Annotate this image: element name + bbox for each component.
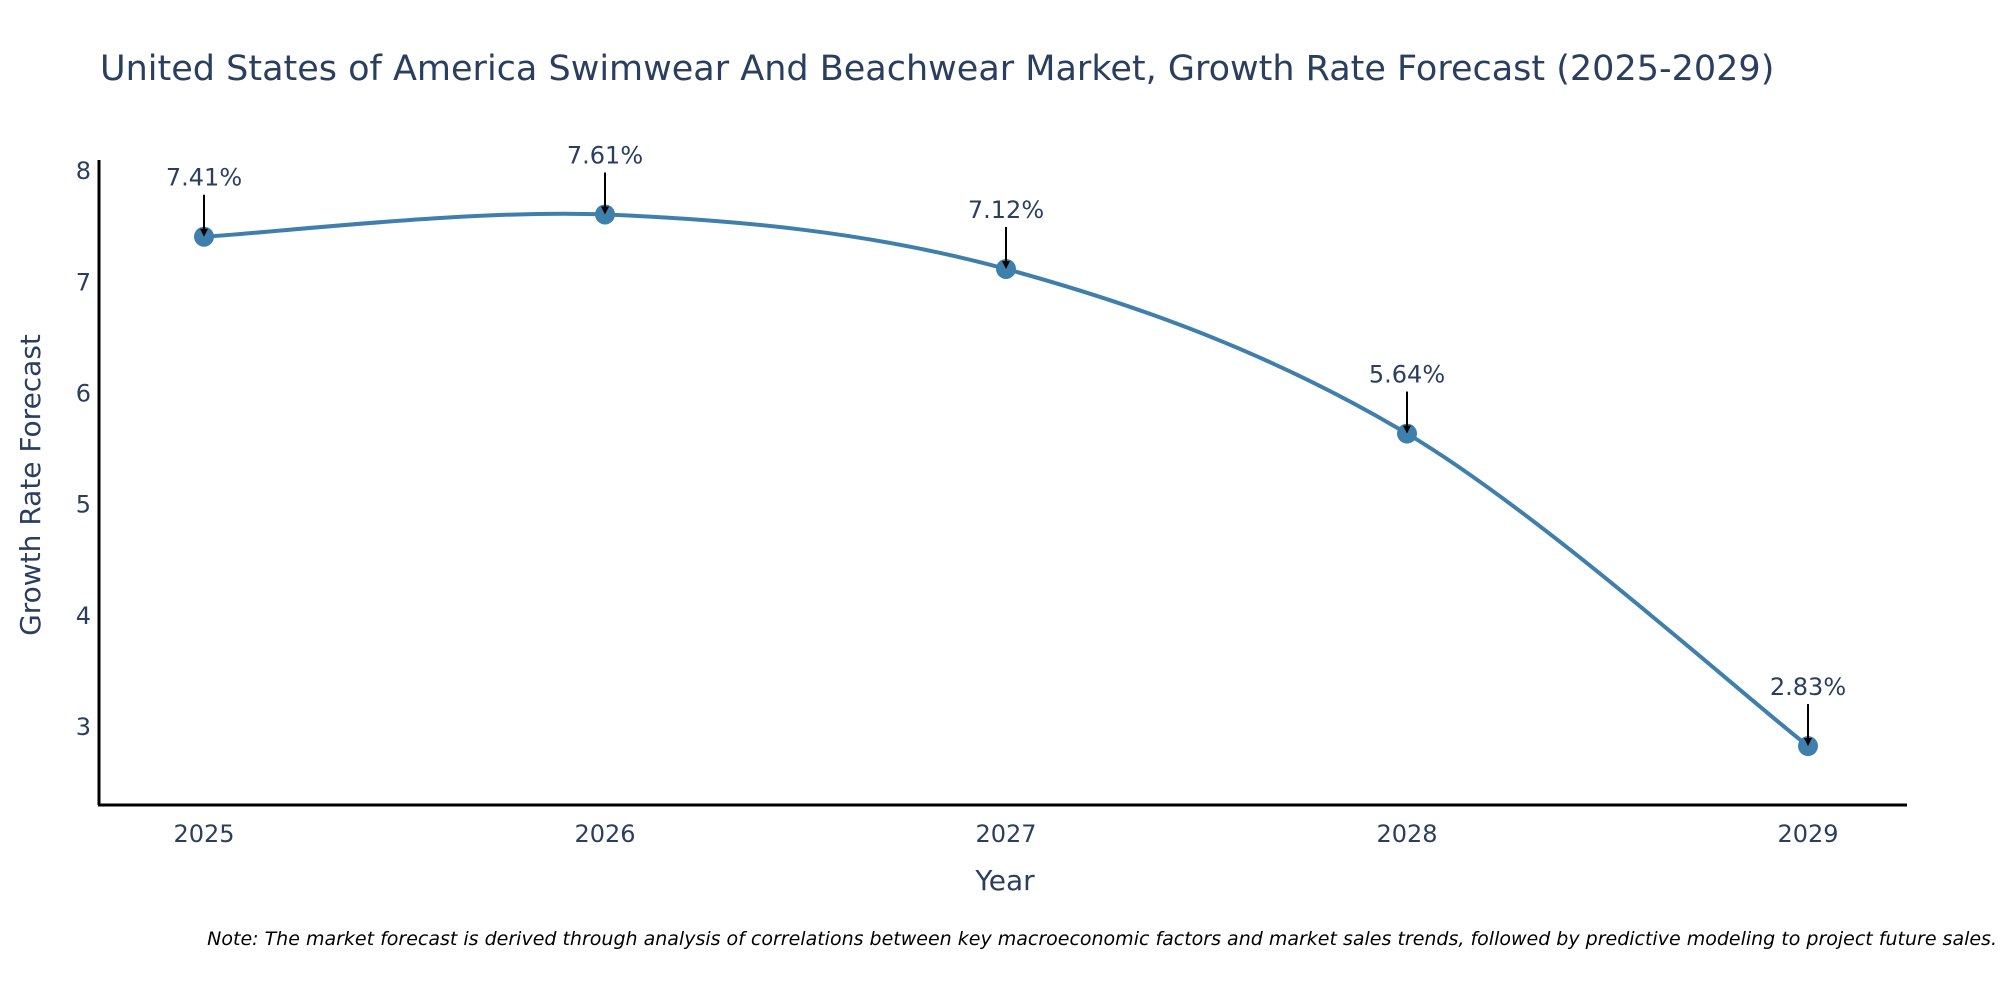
x-tick-label: 2027 <box>975 820 1036 848</box>
y-tick-label: 6 <box>76 380 91 408</box>
y-tick-label: 8 <box>76 157 91 185</box>
x-tick-label: 2028 <box>1376 820 1437 848</box>
y-tick-label: 7 <box>76 268 91 296</box>
x-tick-label: 2026 <box>574 820 635 848</box>
data-label: 7.61% <box>567 141 643 169</box>
x-axis-title: Year <box>974 864 1035 897</box>
markers <box>194 204 1818 757</box>
y-ticks: 3 4 5 6 7 8 <box>76 157 91 741</box>
footnote: Note: The market forecast is derived thr… <box>207 928 1997 950</box>
x-tick-label: 2025 <box>173 820 234 848</box>
data-label: 2.83% <box>1770 673 1846 701</box>
y-axis-title: Growth Rate Forecast <box>14 334 47 636</box>
series-line <box>203 211 1810 748</box>
data-point-2025[interactable] <box>194 226 214 247</box>
data-label: 7.12% <box>968 196 1044 224</box>
data-point-2026[interactable] <box>595 204 615 225</box>
chart-title: United States of America Swimwear And Be… <box>100 49 1774 89</box>
y-tick-label: 5 <box>76 491 91 519</box>
annotations: 7.41% 7.61% 7.12% 5.64% 2.83% <box>166 141 1846 747</box>
data-point-2029[interactable] <box>1798 736 1818 757</box>
data-label: 7.41% <box>166 164 242 192</box>
data-label: 5.64% <box>1369 361 1445 389</box>
x-tick-label: 2029 <box>1777 820 1838 848</box>
data-point-2027[interactable] <box>996 258 1016 279</box>
y-tick-label: 3 <box>76 713 91 741</box>
data-point-2028[interactable] <box>1397 423 1417 444</box>
y-tick-label: 4 <box>76 602 91 630</box>
x-ticks: 2025 2026 2027 2028 2029 <box>173 820 1838 848</box>
